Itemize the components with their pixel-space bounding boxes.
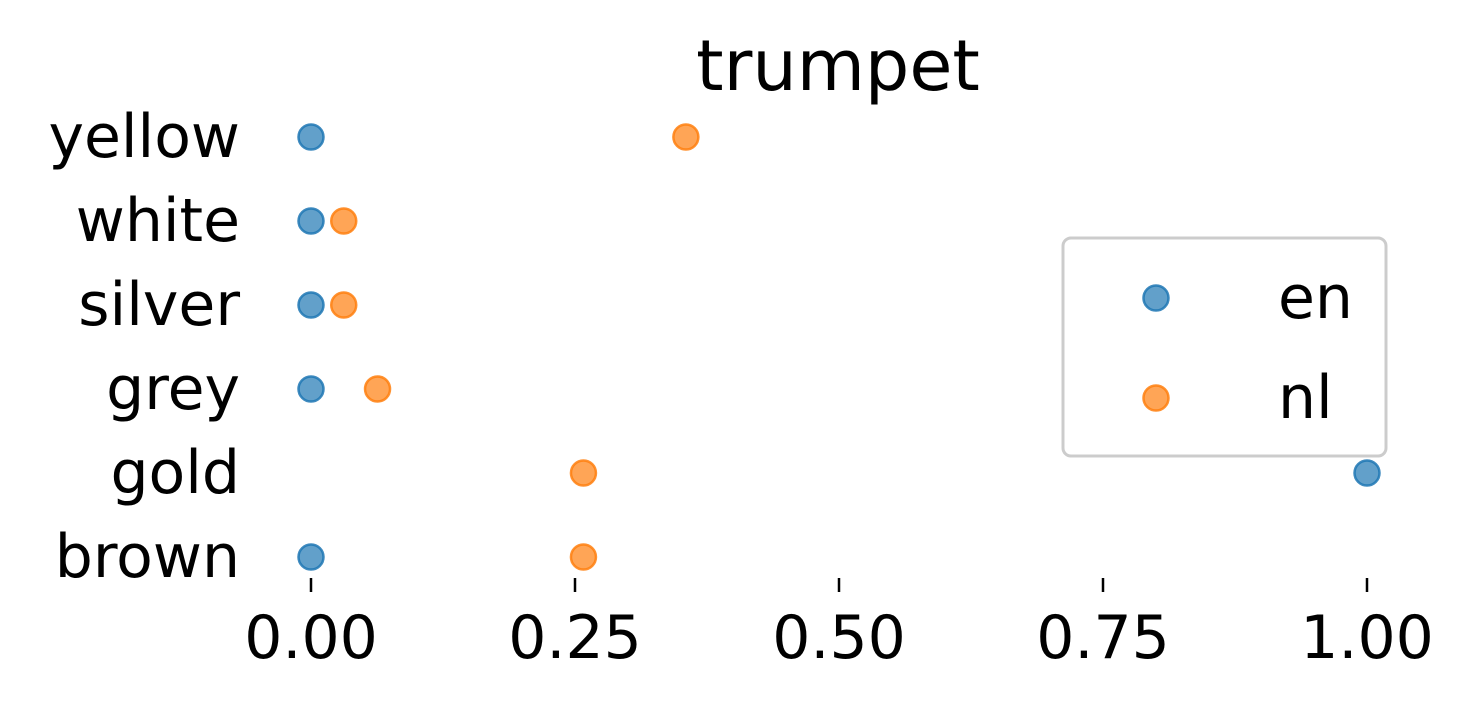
- point-en-silver: [297, 291, 325, 319]
- point-nl-white: [329, 207, 358, 235]
- data-points: [297, 123, 1381, 571]
- x-tick-label: 1.00: [1300, 603, 1434, 673]
- point-nl-brown: [569, 543, 598, 571]
- point-en-brown: [297, 543, 325, 571]
- y-tick-label-gold: gold: [110, 438, 240, 508]
- legend: en nl: [1061, 236, 1388, 458]
- point-en-yellow: [297, 123, 325, 151]
- y-tick-label-white: white: [76, 186, 240, 256]
- x-axis-ticks: 0.00 0.25 0.50 0.75 1.00: [244, 578, 1434, 673]
- point-nl-silver: [329, 291, 358, 319]
- point-en-grey: [297, 375, 325, 403]
- y-tick-label-silver: silver: [78, 270, 240, 340]
- legend-label-nl: nl: [1278, 363, 1333, 433]
- point-nl-gold: [569, 459, 598, 487]
- legend-marker-en: [1142, 284, 1170, 312]
- y-tick-label-brown: brown: [55, 522, 240, 592]
- x-tick-label: 0.50: [772, 603, 906, 673]
- point-nl-grey: [363, 375, 392, 403]
- point-en-white: [297, 207, 325, 235]
- y-tick-label-grey: grey: [106, 354, 240, 424]
- chart-title: trumpet: [696, 25, 980, 107]
- point-en-gold: [1353, 459, 1381, 487]
- legend-marker-nl: [1142, 384, 1170, 412]
- point-nl-yellow: [672, 123, 700, 151]
- legend-label-en: en: [1278, 263, 1353, 333]
- x-tick-label: 0.00: [244, 603, 378, 673]
- y-tick-label-yellow: yellow: [48, 102, 240, 172]
- x-tick-label: 0.25: [508, 603, 642, 673]
- y-axis-tick-labels: yellow white silver grey gold brown: [48, 102, 240, 592]
- legend-items: en nl: [1142, 263, 1353, 433]
- x-tick-label: 0.75: [1036, 603, 1170, 673]
